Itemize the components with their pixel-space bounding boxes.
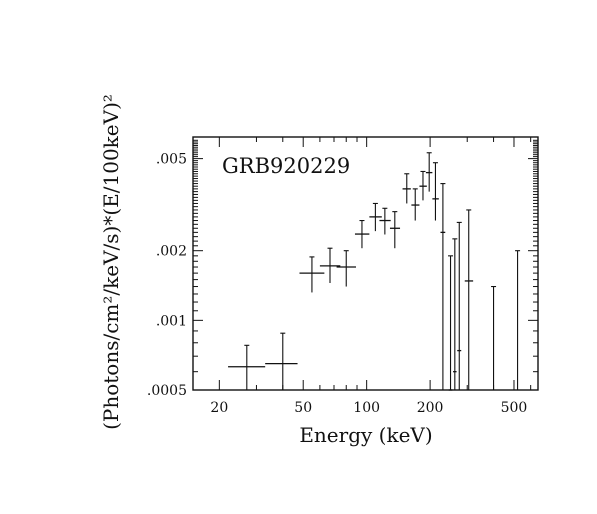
x-tick-label: 20 — [210, 400, 228, 416]
data-point — [491, 285, 497, 390]
data-point — [389, 211, 401, 249]
axis-ticks — [193, 137, 538, 391]
data-point — [448, 255, 454, 391]
data-point — [379, 207, 391, 235]
data-point — [515, 250, 521, 390]
data-point — [299, 256, 325, 293]
data-points — [228, 152, 521, 391]
x-tick-label: 500 — [501, 400, 528, 416]
y-tick-label: .0005 — [147, 383, 187, 399]
x-tick-label: 50 — [294, 400, 312, 416]
data-point — [265, 332, 298, 390]
y-tick-label: .002 — [156, 244, 187, 260]
data-point — [228, 344, 266, 390]
y-axis-label: (Photons/cm²/keV/s)*(E/100keV)² — [99, 94, 123, 430]
data-point — [464, 209, 474, 390]
data-point — [432, 162, 439, 221]
data-point — [440, 183, 446, 390]
data-point — [402, 173, 411, 204]
data-point — [452, 238, 458, 390]
data-point — [354, 219, 370, 249]
data-point — [369, 202, 382, 232]
plot-frame — [192, 136, 539, 391]
x-tick-label: 200 — [417, 400, 444, 416]
data-point — [411, 188, 420, 221]
y-tick-label: .005 — [156, 152, 187, 168]
y-tick-label: .001 — [156, 313, 187, 329]
data-point — [425, 152, 433, 192]
grb-annotation: GRB920229 — [222, 154, 350, 178]
data-point — [319, 247, 341, 284]
x-tick-label: 100 — [353, 400, 380, 416]
axis-tick-labels: 20 50 100 200 500 .0005 .001 .002 .005 — [147, 152, 527, 416]
data-point — [456, 221, 462, 390]
x-axis-label: Energy (keV) — [299, 423, 432, 447]
data-point — [336, 250, 356, 287]
data-point — [419, 170, 427, 201]
